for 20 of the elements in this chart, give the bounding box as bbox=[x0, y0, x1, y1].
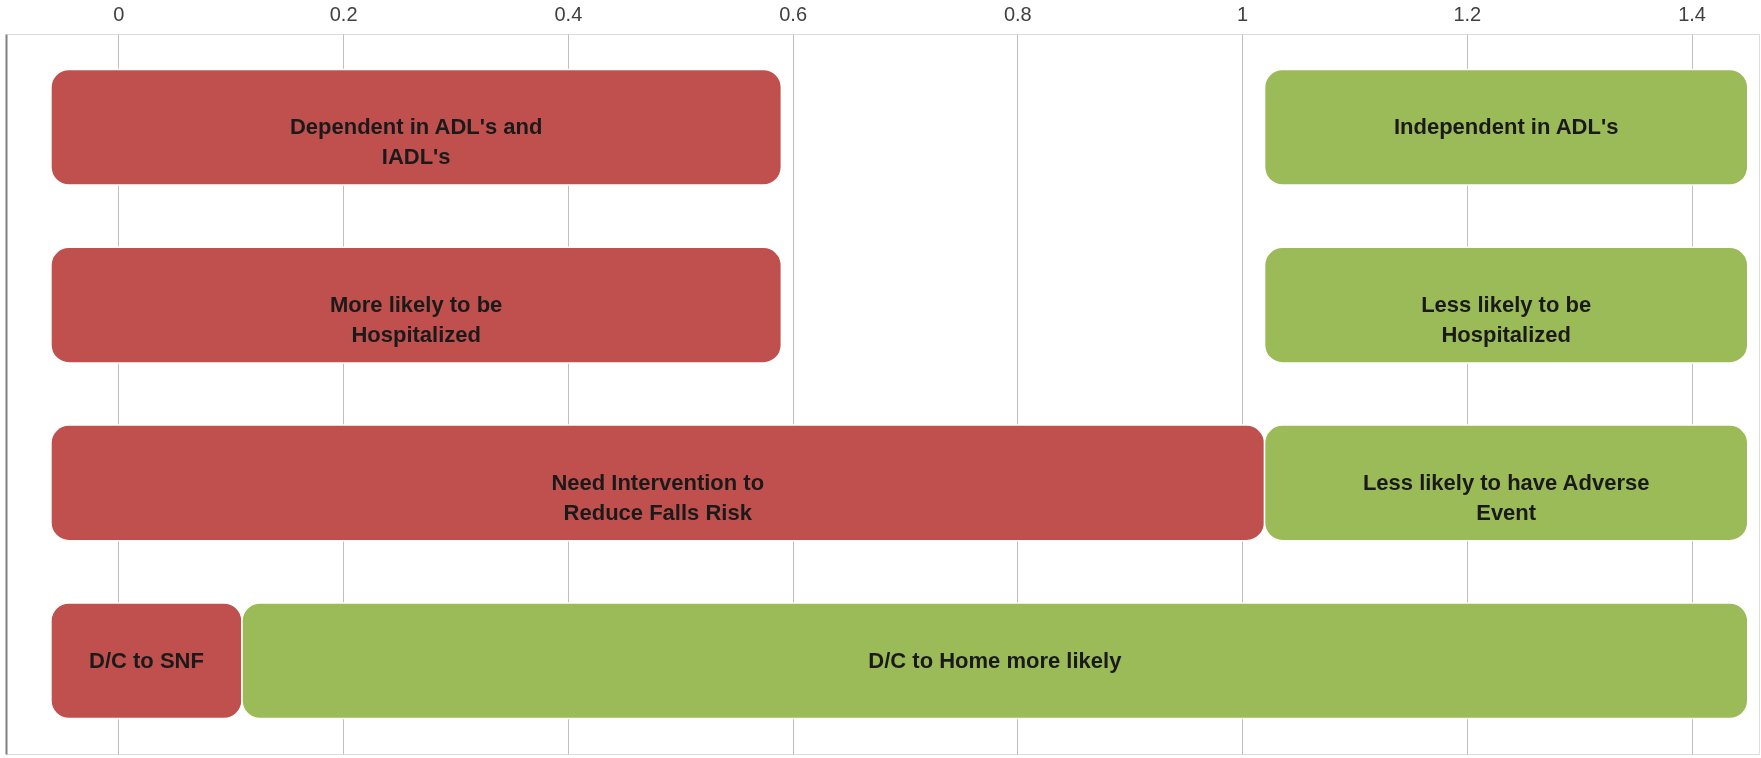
data-label: More likely to be Hospitalized bbox=[329, 292, 503, 348]
x-tick-label: 0.2 bbox=[329, 2, 358, 25]
data-label: D/C to SNF bbox=[89, 647, 204, 673]
data-label: Need Intervention to Reduce Falls Risk bbox=[551, 469, 765, 525]
data-label: Independent in ADL's bbox=[1393, 114, 1619, 140]
x-tick-label: 1 bbox=[1237, 2, 1249, 25]
x-tick-label: 1.2 bbox=[1453, 2, 1482, 25]
x-tick-label: 1.4 bbox=[1678, 2, 1706, 25]
bar bbox=[1263, 68, 1749, 186]
data-label: Dependent in ADL's and IADL's bbox=[289, 114, 543, 170]
data-label: Less likely to be Hospitalized bbox=[1421, 292, 1592, 348]
x-tick-label: 0.4 bbox=[554, 2, 583, 25]
data-label: D/C to Home more likely bbox=[868, 647, 1123, 673]
x-tick-label: 0.8 bbox=[1003, 2, 1032, 25]
bar bbox=[50, 68, 783, 186]
x-tick-label: 0 bbox=[113, 2, 125, 25]
bar bbox=[50, 246, 783, 364]
data-label: Less likely to have Adverse Event bbox=[1362, 469, 1650, 525]
bar bbox=[1263, 246, 1749, 364]
x-tick-label: 0.6 bbox=[779, 2, 808, 25]
